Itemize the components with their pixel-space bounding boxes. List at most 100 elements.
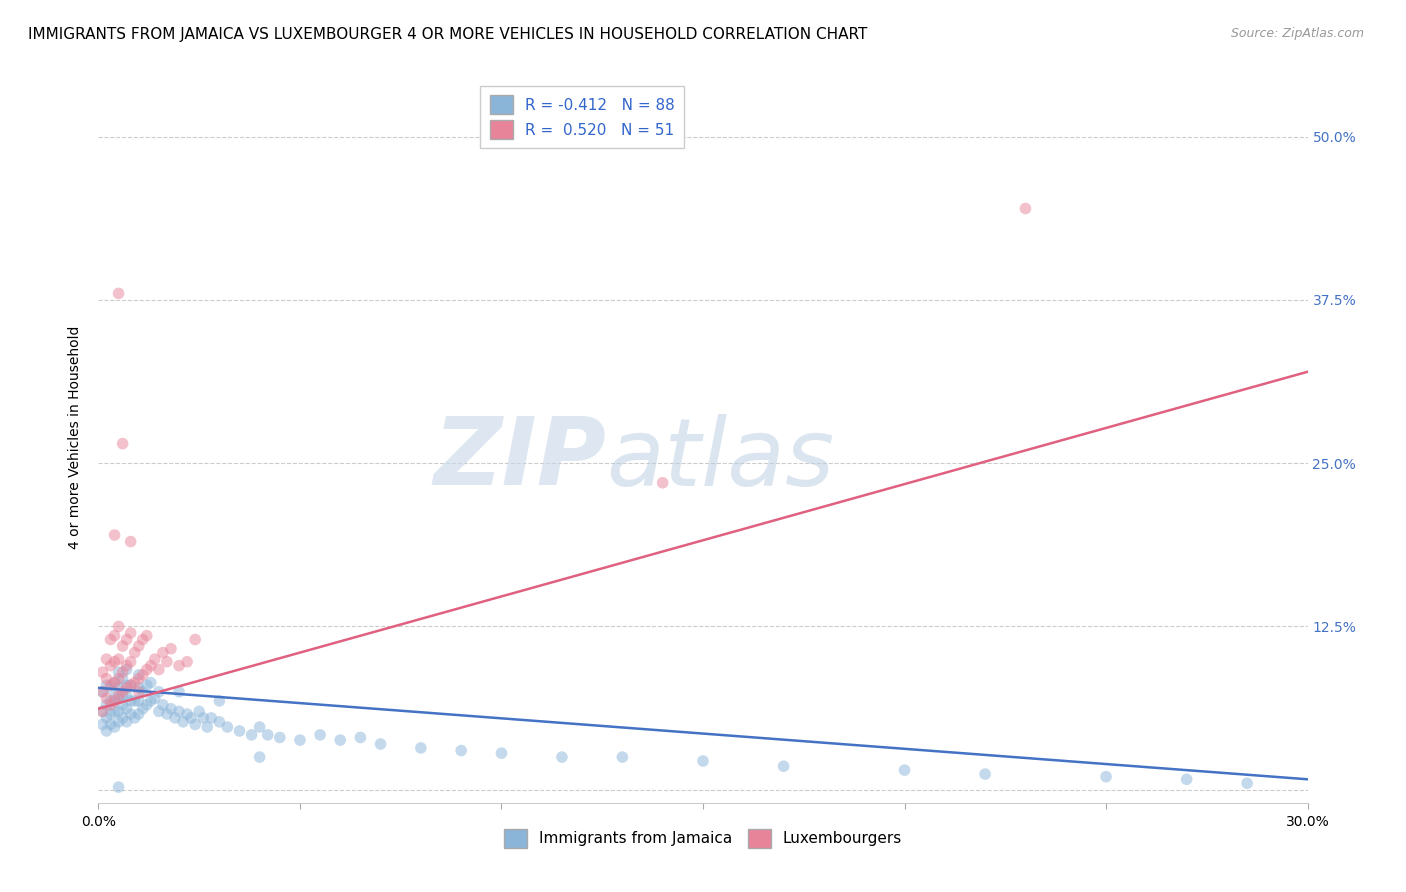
Point bbox=[128, 639, 150, 653]
Point bbox=[172, 714, 194, 729]
Point bbox=[91, 685, 114, 699]
Point bbox=[1014, 202, 1036, 216]
Point bbox=[100, 706, 122, 721]
Point bbox=[120, 678, 142, 692]
Point bbox=[91, 665, 114, 680]
Point bbox=[217, 720, 239, 734]
Point bbox=[100, 694, 122, 708]
Point bbox=[107, 714, 129, 729]
Point bbox=[107, 672, 129, 686]
Point bbox=[163, 711, 186, 725]
Point bbox=[120, 694, 142, 708]
Point bbox=[143, 691, 166, 706]
Point bbox=[612, 750, 634, 764]
Point bbox=[96, 723, 118, 738]
Point bbox=[115, 663, 138, 677]
Point bbox=[491, 746, 513, 760]
Point bbox=[107, 286, 129, 301]
Point bbox=[100, 681, 122, 695]
Point bbox=[692, 754, 714, 768]
Point bbox=[450, 743, 472, 757]
Point bbox=[128, 672, 150, 686]
Point bbox=[111, 436, 134, 450]
Point bbox=[128, 706, 150, 721]
Point bbox=[103, 691, 125, 706]
Point bbox=[103, 629, 125, 643]
Point bbox=[184, 632, 207, 647]
Point bbox=[115, 658, 138, 673]
Point bbox=[96, 711, 118, 725]
Point bbox=[176, 706, 198, 721]
Point bbox=[329, 733, 352, 747]
Point bbox=[115, 632, 138, 647]
Point bbox=[100, 632, 122, 647]
Point bbox=[111, 665, 134, 680]
Point bbox=[128, 667, 150, 682]
Point bbox=[772, 759, 794, 773]
Point bbox=[107, 619, 129, 633]
Point bbox=[370, 737, 392, 751]
Point bbox=[269, 731, 291, 745]
Point bbox=[115, 689, 138, 703]
Point bbox=[184, 717, 207, 731]
Point bbox=[96, 691, 118, 706]
Point bbox=[135, 678, 157, 692]
Point bbox=[111, 672, 134, 686]
Point bbox=[135, 698, 157, 712]
Point bbox=[152, 646, 174, 660]
Point bbox=[148, 705, 170, 719]
Point bbox=[156, 706, 179, 721]
Point bbox=[107, 681, 129, 695]
Point bbox=[167, 705, 190, 719]
Point bbox=[208, 714, 231, 729]
Point bbox=[200, 711, 222, 725]
Point bbox=[195, 720, 218, 734]
Point bbox=[309, 728, 332, 742]
Point bbox=[96, 672, 118, 686]
Point bbox=[115, 714, 138, 729]
Point bbox=[100, 678, 122, 692]
Point bbox=[124, 646, 146, 660]
Point bbox=[103, 720, 125, 734]
Point bbox=[176, 655, 198, 669]
Point bbox=[180, 711, 202, 725]
Point bbox=[132, 685, 155, 699]
Point bbox=[167, 685, 190, 699]
Point bbox=[111, 711, 134, 725]
Point bbox=[143, 652, 166, 666]
Point bbox=[208, 694, 231, 708]
Point bbox=[893, 763, 915, 777]
Y-axis label: 4 or more Vehicles in Household: 4 or more Vehicles in Household bbox=[69, 326, 83, 549]
Point bbox=[111, 685, 134, 699]
Point bbox=[132, 702, 155, 716]
Text: atlas: atlas bbox=[606, 414, 835, 505]
Point bbox=[111, 689, 134, 703]
Point bbox=[156, 655, 179, 669]
Point bbox=[120, 626, 142, 640]
Point bbox=[107, 780, 129, 794]
Point bbox=[160, 641, 183, 656]
Point bbox=[651, 475, 673, 490]
Point bbox=[188, 705, 211, 719]
Point bbox=[974, 767, 997, 781]
Point bbox=[1175, 772, 1198, 787]
Point bbox=[96, 652, 118, 666]
Point bbox=[103, 694, 125, 708]
Point bbox=[124, 711, 146, 725]
Point bbox=[91, 717, 114, 731]
Point bbox=[91, 705, 114, 719]
Point bbox=[103, 675, 125, 690]
Point bbox=[288, 733, 311, 747]
Point bbox=[124, 694, 146, 708]
Text: ZIP: ZIP bbox=[433, 413, 606, 505]
Point bbox=[152, 698, 174, 712]
Point bbox=[139, 675, 162, 690]
Point bbox=[107, 689, 129, 703]
Point bbox=[132, 667, 155, 682]
Point bbox=[107, 665, 129, 680]
Point bbox=[135, 629, 157, 643]
Point bbox=[135, 663, 157, 677]
Point bbox=[103, 655, 125, 669]
Point bbox=[96, 678, 118, 692]
Point bbox=[148, 663, 170, 677]
